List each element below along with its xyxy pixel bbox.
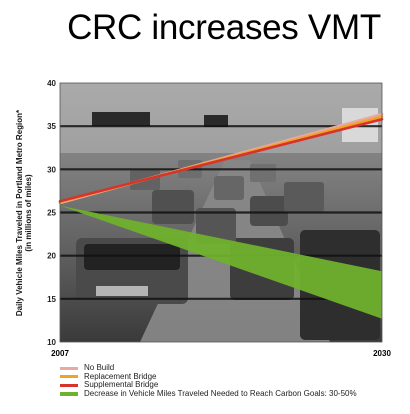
legend-swatch — [60, 392, 78, 397]
y-tick-label-10: 10 — [47, 338, 56, 347]
carbon-goal-band — [60, 205, 382, 319]
y-tick-label-20: 20 — [47, 252, 56, 261]
series-line-supplemental-bridge — [58, 117, 384, 203]
y-tick-label-30: 30 — [47, 165, 56, 174]
legend-item: Decrease in Vehicle Miles Traveled Neede… — [60, 388, 357, 399]
legend-label: No Build — [84, 363, 115, 372]
legend-swatch — [60, 383, 78, 387]
series-lines — [58, 112, 384, 205]
x-tick-label-2007: 2007 — [51, 349, 69, 358]
legend-swatch — [60, 375, 78, 379]
legend-swatch — [60, 366, 78, 370]
legend-label: Decrease in Vehicle Miles Traveled Neede… — [84, 388, 357, 398]
legend-item: Replacement Bridge — [60, 371, 357, 382]
x-tick-label-2030: 2030 — [373, 349, 391, 358]
plot-frame — [59, 82, 383, 343]
legend-label: Supplemental Bridge — [84, 380, 159, 390]
series-band-carbon-goal — [60, 205, 382, 319]
y-tick-label-35: 35 — [47, 122, 56, 131]
y-tick-label-40: 40 — [47, 79, 56, 88]
legend: No Build Replacement Bridge Supplemental B… — [60, 363, 357, 399]
x-axis-ticks: 2007 2030 — [51, 349, 391, 358]
legend-item: Supplemental Bridge — [60, 381, 357, 390]
chart-title: CRC increases VMT — [67, 8, 381, 47]
y-tick-label-25: 25 — [47, 209, 56, 218]
legend-item: No Build — [60, 363, 357, 373]
y-axis-sublabel: (in millions of miles) — [24, 174, 33, 252]
legend-label: Replacement Bridge — [84, 371, 157, 381]
y-axis-label: Daily Vehicle Miles Traveled in Portland… — [15, 109, 24, 316]
y-axis-ticks: 10 15 20 25 30 35 40 — [47, 79, 56, 347]
y-tick-label-15: 15 — [47, 295, 56, 304]
